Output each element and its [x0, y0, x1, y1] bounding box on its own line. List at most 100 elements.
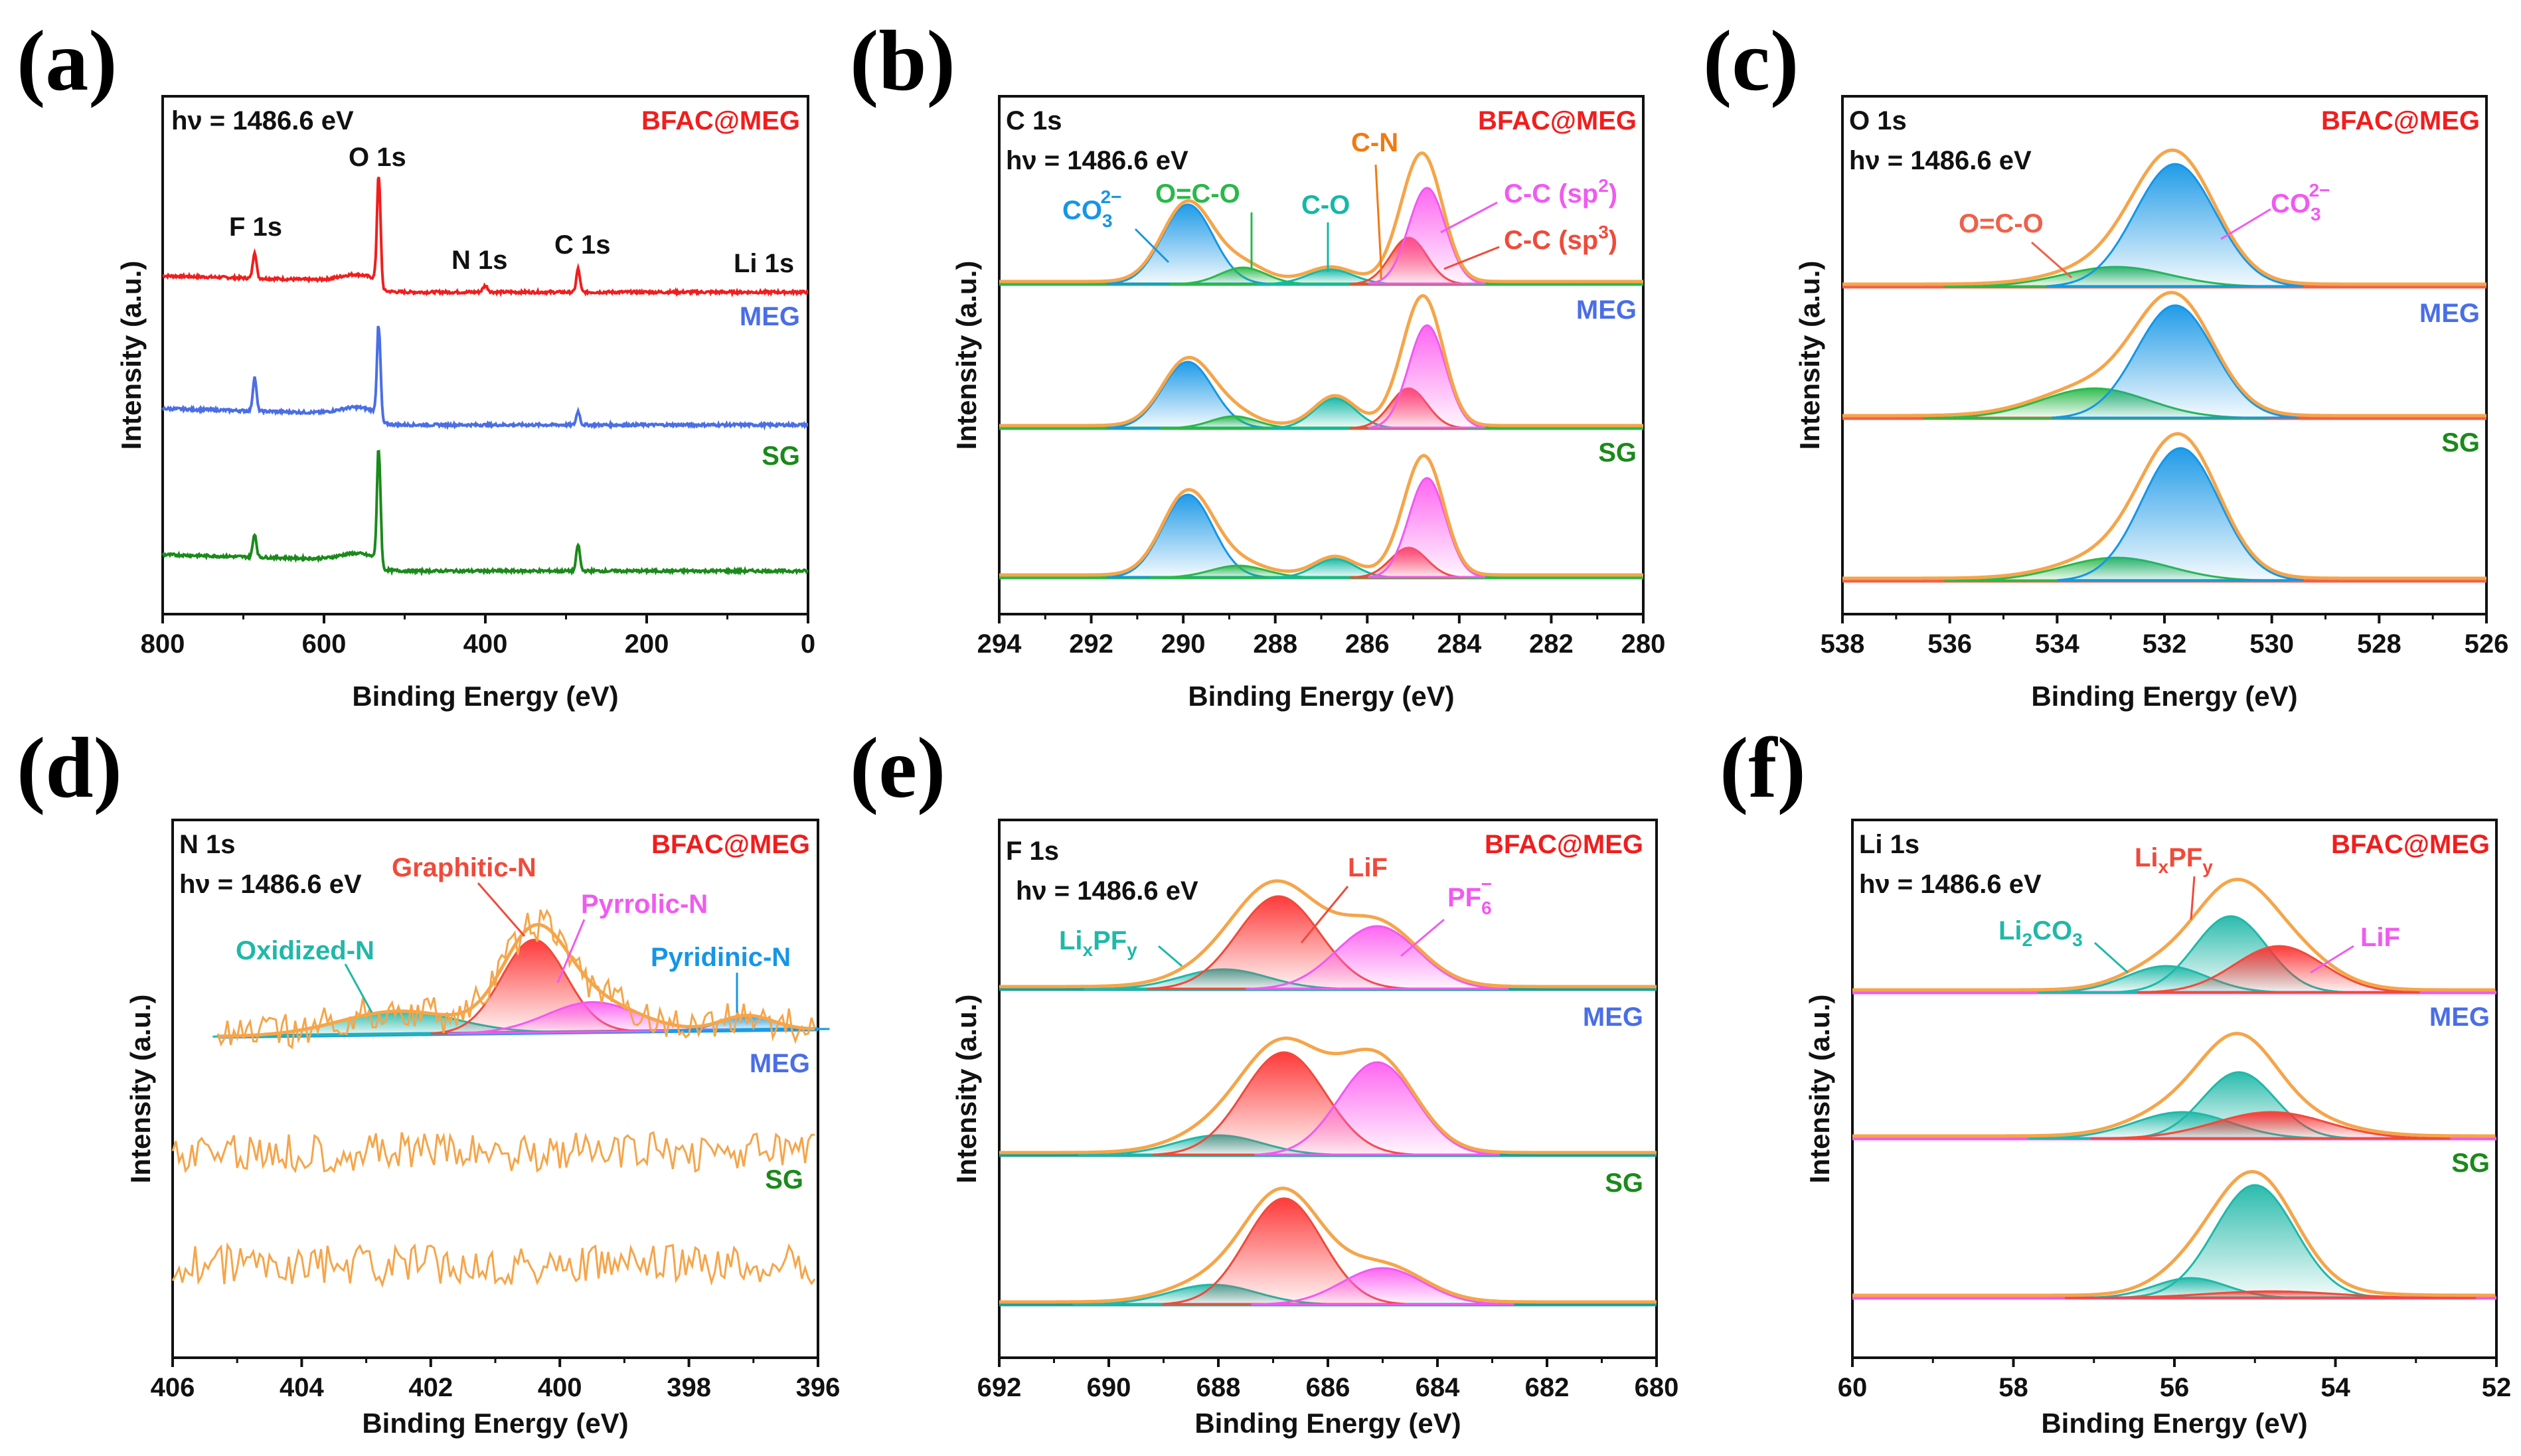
x-tick-label-f: 60	[1838, 1373, 1868, 1402]
component-peak-c-co3	[2046, 163, 2305, 287]
arrow-pyrrolic-d	[556, 919, 586, 983]
component-label-graphitic-n: Graphitic-N	[392, 853, 536, 882]
xlabel-b: Binding Energy (eV)	[1188, 681, 1454, 712]
x-tick-label-a: 600	[302, 629, 347, 659]
x-tick-label-d: 396	[796, 1373, 841, 1402]
x-tick-label-c: 526	[2465, 629, 2509, 659]
component-label-lixpfy-f: LixPFy	[2135, 843, 2213, 877]
x-tick-label-e: 688	[1196, 1373, 1241, 1402]
ylabel-e: Intensity (a.u.)	[951, 995, 982, 1184]
component-label-oco-b: O=C-O	[1155, 179, 1240, 208]
component-label-pf6-e: PF6−	[1447, 874, 1492, 918]
x-tick-label-e: 690	[1087, 1373, 1131, 1402]
region-title-d: N 1s	[179, 830, 236, 859]
sample-label-b-meg: MEG	[1576, 295, 1637, 325]
sample-label-a-sg: SG	[762, 442, 800, 471]
component-peak-c-co3	[2056, 447, 2304, 582]
photon-energy-f: hν = 1486.6 eV	[1859, 870, 2042, 899]
x-tick-label-e: 684	[1416, 1373, 1460, 1402]
annotation-arrows-e	[1158, 886, 1445, 967]
survey-curve-meg	[161, 325, 809, 431]
envelope-f-2	[1852, 1170, 2496, 1297]
component-label-co3-c: CO32−	[2271, 180, 2330, 224]
component-label-lif-e: LiF	[1348, 853, 1388, 882]
arrow-lif-f	[2310, 945, 2354, 974]
sample-label-a-bfac: BFAC@MEG	[641, 106, 800, 135]
component-label-li2co3-f: Li2CO3	[1998, 916, 2083, 950]
sample-label-f-meg: MEG	[2429, 1003, 2490, 1032]
region-title-c: O 1s	[1849, 106, 1907, 135]
component-peak-f-lif	[2137, 945, 2420, 994]
peak-label-o1s: O 1s	[349, 143, 406, 172]
x-tick-label-e: 682	[1525, 1373, 1570, 1402]
arrow-lif-e	[1300, 886, 1349, 943]
arrow-lixpfy-e	[1158, 945, 1182, 967]
sample-label-f-bfac: BFAC@MEG	[2331, 830, 2490, 859]
x-tick-label-c: 538	[1821, 629, 1865, 659]
component-label-oxidized-n: Oxidized-N	[236, 936, 374, 965]
x-tick-label-b: 286	[1345, 629, 1390, 659]
arrow-cn-b	[1374, 164, 1382, 279]
component-label-co-b: C-O	[1301, 191, 1350, 220]
panel-letter-f: (f)	[1720, 720, 1806, 816]
arrow-lixpfy-f	[2190, 876, 2196, 920]
envelope-b-1	[999, 293, 1643, 428]
ylabel-a: Intensity (a.u.)	[116, 261, 147, 450]
x-tick-label-a: 800	[141, 629, 185, 659]
component-peak-e-pf6	[1246, 925, 1509, 990]
spectra	[161, 148, 2496, 1307]
panel-letter-b: (b)	[850, 13, 955, 109]
region-title-f: Li 1s	[1859, 830, 1919, 859]
x-tick-label-e: 680	[1635, 1373, 1679, 1402]
x-tick-label-f: 56	[2160, 1373, 2190, 1402]
arrow-oco-c	[2031, 241, 2072, 279]
arrow-graphitic-d	[477, 882, 526, 937]
envelope-c-1	[1842, 291, 2486, 418]
envelope-c-0	[1842, 148, 2486, 286]
component-peak-f-lixpfy	[2126, 1184, 2383, 1299]
x-tick-label-d: 400	[538, 1373, 582, 1402]
region-title-e: F 1s	[1006, 837, 1059, 866]
component-peak-b-c-c-sp2-	[1368, 187, 1486, 285]
photon-energy-a: hν = 1486.6 eV	[171, 106, 354, 135]
sample-label-c-bfac: BFAC@MEG	[2321, 106, 2480, 135]
peak-label-c1s: C 1s	[554, 230, 611, 260]
x-tick-label-f: 58	[1998, 1373, 2028, 1402]
x-tick-label-b: 292	[1069, 629, 1113, 659]
annotation-arrows-c	[2031, 208, 2271, 279]
x-tick-label-d: 406	[151, 1373, 195, 1402]
component-peak-f-lif	[2090, 1111, 2451, 1140]
peak-label-li1s: Li 1s	[734, 249, 794, 278]
raw-curve-d-2	[171, 1242, 816, 1288]
xlabel-e: Binding Energy (eV)	[1194, 1408, 1461, 1439]
photon-energy-c: hν = 1486.6 eV	[1849, 146, 2032, 175]
component-label-co3-b: CO32−	[1062, 187, 1122, 231]
x-tick-label-f: 52	[2482, 1373, 2512, 1402]
annotation-arrows-f	[2093, 876, 2354, 974]
ylabel-b: Intensity (a.u.)	[951, 261, 982, 450]
annotation-arrows-d	[344, 882, 738, 1013]
x-tick-label-d: 404	[280, 1373, 324, 1402]
component-label-sp3-b: C-C (sp3)	[1504, 222, 1617, 255]
x-tick-label-f: 54	[2320, 1373, 2350, 1402]
envelope-d-0	[217, 923, 815, 1038]
component-label-lif-f: LiF	[2360, 923, 2400, 952]
panel-a-frame	[161, 95, 809, 615]
panel-letter-d: (d)	[17, 720, 122, 816]
arrow-co3-c	[2220, 208, 2271, 240]
envelope-b-0	[999, 151, 1643, 283]
peak-label-f1s: F 1s	[229, 212, 282, 242]
arrow-sp3-b	[1443, 246, 1500, 270]
envelope-b-2	[999, 453, 1643, 577]
xlabel-a: Binding Energy (eV)	[352, 681, 618, 712]
xlabel-f: Binding Energy (eV)	[2041, 1408, 2307, 1439]
survey-curve-sg	[161, 449, 809, 577]
envelope-e-2	[999, 1186, 1657, 1304]
sample-label-a-meg: MEG	[740, 302, 800, 331]
arrow-oxidized-d	[344, 963, 373, 1013]
x-tick-label-e: 686	[1306, 1373, 1350, 1402]
region-title-b: C 1s	[1006, 106, 1062, 135]
panel-letter-e: (e)	[850, 720, 945, 816]
ylabel-c: Intensity (a.u.)	[1794, 261, 1825, 450]
component-label-sp2-b: C-C (sp2)	[1504, 175, 1617, 208]
